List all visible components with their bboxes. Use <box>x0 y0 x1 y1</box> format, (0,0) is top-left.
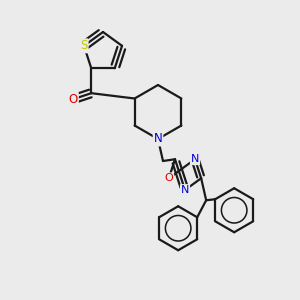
Text: S: S <box>80 39 88 52</box>
Text: N: N <box>191 154 199 164</box>
Text: N: N <box>181 185 189 195</box>
Text: N: N <box>154 133 162 146</box>
Text: O: O <box>69 93 78 106</box>
Text: O: O <box>164 173 173 183</box>
